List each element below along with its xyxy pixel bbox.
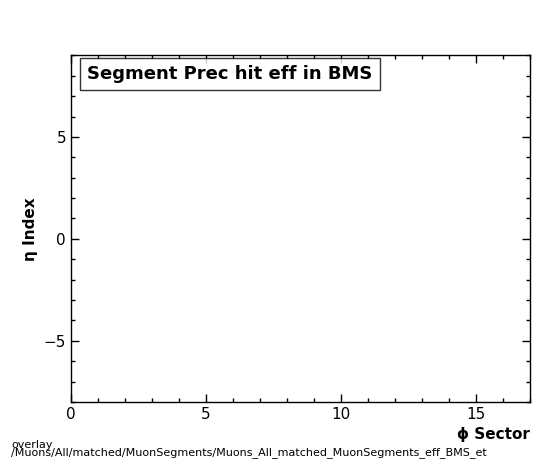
Text: /Muons/All/matched/MuonSegments/Muons_All_matched_MuonSegments_eff_BMS_et: /Muons/All/matched/MuonSegments/Muons_Al… bbox=[11, 447, 486, 458]
X-axis label: ϕ Sector: ϕ Sector bbox=[457, 427, 530, 442]
Y-axis label: η Index: η Index bbox=[23, 197, 38, 261]
Text: overlay: overlay bbox=[11, 440, 52, 450]
Legend: Segment Prec hit eff in BMS: Segment Prec hit eff in BMS bbox=[80, 58, 380, 90]
